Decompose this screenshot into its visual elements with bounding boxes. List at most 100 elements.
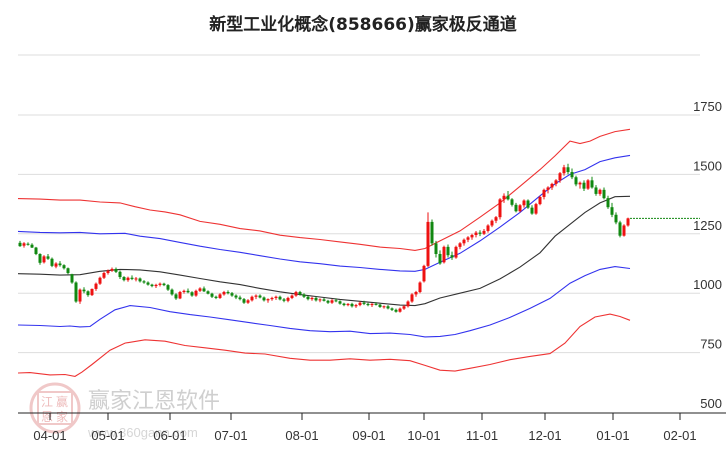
candle [126,276,130,282]
candle [366,302,370,307]
candle [134,277,138,282]
candle [522,199,526,208]
candle [342,302,346,307]
candle [174,293,178,300]
candle [526,199,530,209]
candle [474,230,478,238]
candle [582,180,586,192]
candle [502,193,506,203]
candle [574,175,578,187]
svg-text:江: 江 [41,395,53,409]
candle [226,290,230,295]
y-tick-label: 1500 [693,158,722,173]
candle [354,303,358,308]
candle [330,299,334,304]
candle [406,300,410,308]
candle [122,276,126,282]
candle [22,242,26,248]
candle [150,283,154,288]
candle [74,281,78,303]
candle [114,267,118,274]
candle [26,242,30,246]
y-tick-label: 750 [700,337,722,352]
candle [258,294,262,299]
y-tick-label: 1250 [693,218,722,233]
candle [110,267,114,272]
candle [194,289,198,297]
x-axis: 04-01 05-01 06-01 07-01 08-01 09-01 10-01 11-01… [18,412,726,443]
candle [426,212,430,268]
candle [506,191,510,201]
candle [442,245,446,264]
candle [46,253,50,260]
candle [266,298,270,303]
candle [146,281,150,286]
candle [494,215,498,224]
candle [362,300,366,306]
svg-text:恩: 恩 [41,410,53,424]
candle [158,282,162,287]
candle [358,301,362,307]
candle [90,288,94,297]
candle [250,295,254,302]
candle [106,269,110,275]
candle [622,224,626,237]
line-outer_upper [17,128,631,251]
candle [98,276,102,285]
candle [350,302,354,308]
x-tick-label: 04-01 [33,428,66,443]
candle [234,294,238,300]
candle [598,188,602,196]
candle [450,251,454,260]
candle [566,163,570,175]
candle [38,253,42,265]
candle [222,290,226,296]
watermark-url: www.360gann.com [87,425,198,440]
x-tick-label: 08-01 [285,428,318,443]
candle [554,179,558,187]
candle [390,307,394,312]
candle [30,243,34,249]
candle [394,308,398,313]
candle [618,220,622,238]
candle [78,288,82,304]
candle [594,185,598,196]
y-axis: 500 750 1000 1250 1500 1750 [693,99,722,411]
candle [50,257,54,268]
x-tick-label: 01-01 [596,428,629,443]
candle [550,182,554,190]
candle [314,296,318,302]
candle [62,264,66,270]
candle [486,224,490,233]
candle [214,295,218,300]
candle [470,233,474,240]
candle [186,288,190,294]
candle [606,195,610,209]
candle [322,297,326,302]
candle [190,291,194,297]
x-tick-label: 02-01 [663,428,696,443]
candle [182,289,186,294]
candle [162,282,166,287]
candle [602,187,606,200]
candle [498,198,502,220]
candle [346,303,350,307]
candle [410,293,414,303]
candle [274,295,278,300]
candle [298,290,302,296]
candle [282,297,286,303]
candles [18,163,630,313]
candle [206,290,210,295]
watermark: 江 赢 恩 家 赢家江恩软件 www.360gann.com [29,382,220,440]
candle [318,298,322,303]
x-tick-label: 07-01 [214,428,247,443]
candle [510,198,514,207]
y-tick-label: 1750 [693,99,722,114]
candle [286,296,290,303]
candle [326,299,330,304]
candle [178,290,182,300]
candle [382,305,386,309]
candle [218,293,222,299]
candle [102,271,106,279]
